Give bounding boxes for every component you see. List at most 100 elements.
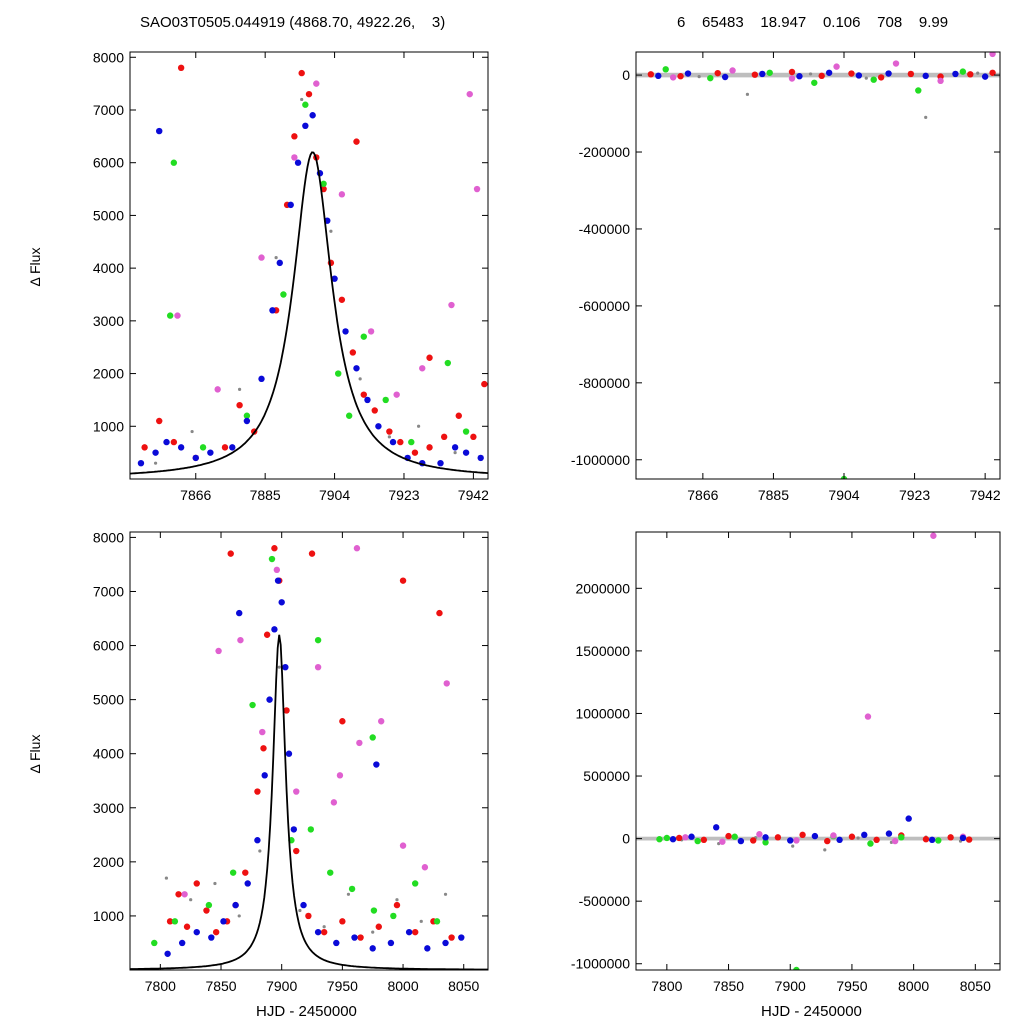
data-point-violet bbox=[930, 532, 937, 539]
data-point-violet bbox=[336, 772, 344, 779]
data-point-red bbox=[349, 349, 357, 356]
data-point-green bbox=[663, 834, 671, 842]
data-point-blue bbox=[811, 832, 819, 840]
data-point-gray bbox=[153, 461, 158, 465]
y-tick-label: -500000 bbox=[579, 893, 631, 909]
data-point-green bbox=[656, 836, 663, 843]
data-point-blue bbox=[276, 259, 283, 267]
data-point-blue bbox=[287, 201, 294, 209]
data-point-red bbox=[877, 74, 885, 81]
data-point-green bbox=[307, 826, 315, 833]
data-point-red bbox=[399, 577, 407, 584]
data-point-blue bbox=[207, 449, 214, 456]
data-point-gray bbox=[274, 255, 278, 260]
data-point-blue bbox=[300, 901, 307, 909]
data-point-green bbox=[959, 68, 967, 75]
data-point-blue bbox=[861, 831, 868, 839]
x-tick-label: 7900 bbox=[266, 978, 297, 994]
x-tick-label: 7850 bbox=[205, 978, 236, 994]
data-point-blue bbox=[193, 928, 200, 936]
data-point-red bbox=[271, 545, 278, 552]
data-point-green bbox=[462, 428, 470, 435]
data-point-blue bbox=[684, 70, 692, 77]
data-point-red bbox=[426, 444, 433, 451]
data-point-red bbox=[725, 832, 732, 840]
data-point-blue bbox=[229, 444, 236, 451]
data-point-red bbox=[393, 901, 401, 909]
data-point-red bbox=[221, 444, 229, 451]
data-layer bbox=[130, 64, 488, 475]
data-point-red bbox=[455, 412, 462, 419]
data-point-red bbox=[193, 880, 200, 887]
data-point-blue bbox=[269, 307, 276, 314]
data-point-gray bbox=[419, 919, 423, 923]
zero-band bbox=[636, 836, 1000, 841]
data-point-red bbox=[353, 138, 360, 145]
data-point-red bbox=[774, 834, 782, 841]
data-point-blue bbox=[261, 772, 268, 779]
data-point-violet bbox=[399, 842, 407, 849]
data-point-violet bbox=[367, 328, 375, 335]
data-point-violet bbox=[443, 680, 450, 687]
data-point-red bbox=[170, 438, 178, 446]
data-point-gray bbox=[164, 876, 169, 880]
y-tick-label: 1000 bbox=[93, 418, 124, 434]
data-layer bbox=[636, 52, 1000, 479]
data-point-violet bbox=[293, 788, 300, 795]
data-point-red bbox=[481, 380, 488, 388]
data-layer bbox=[636, 532, 1000, 970]
data-point-red bbox=[212, 928, 220, 936]
data-point-violet bbox=[214, 386, 221, 393]
data-point-blue bbox=[905, 815, 912, 822]
data-point-green bbox=[268, 555, 276, 563]
data-point-violet bbox=[448, 301, 455, 309]
data-point-red bbox=[824, 837, 831, 845]
data-point-blue bbox=[959, 834, 967, 842]
data-point-blue bbox=[192, 454, 199, 462]
data-point-green bbox=[762, 839, 769, 846]
data-point-blue bbox=[177, 444, 185, 451]
y-tick-label: 5000 bbox=[93, 207, 124, 223]
data-point-red bbox=[339, 918, 346, 925]
data-point-green bbox=[170, 159, 178, 166]
y-tick-label: 3000 bbox=[93, 800, 124, 816]
data-point-red bbox=[305, 90, 313, 98]
x-tick-label: 7950 bbox=[327, 978, 358, 994]
data-point-blue bbox=[825, 69, 833, 76]
y-tick-label: 4000 bbox=[93, 746, 124, 762]
data-point-gray bbox=[258, 849, 262, 853]
data-point-red bbox=[175, 891, 182, 898]
data-point-violet bbox=[473, 185, 481, 193]
data-point-blue bbox=[451, 444, 459, 451]
x-axis-label-bottom-right: HJD - 2450000 bbox=[761, 1003, 862, 1020]
data-point-violet bbox=[314, 663, 322, 671]
data-point-red bbox=[751, 71, 759, 78]
data-point-green bbox=[369, 734, 376, 741]
data-point-red bbox=[338, 296, 346, 303]
x-tick-label: 7866 bbox=[687, 487, 718, 503]
data-point-gray bbox=[189, 898, 193, 902]
y-tick-label: 2000 bbox=[93, 854, 124, 870]
data-point-violet bbox=[215, 647, 222, 655]
y-tick-label: 2000000 bbox=[575, 580, 630, 596]
data-point-green bbox=[707, 74, 714, 82]
data-point-red bbox=[291, 133, 298, 140]
data-point-red bbox=[386, 428, 393, 435]
x-tick-label: 7942 bbox=[458, 487, 489, 503]
data-point-blue bbox=[156, 127, 163, 135]
y-tick-label: 500000 bbox=[583, 768, 630, 784]
data-point-violet bbox=[421, 864, 429, 871]
data-point-blue bbox=[244, 880, 251, 887]
data-point-red bbox=[260, 745, 267, 752]
data-point-blue bbox=[477, 454, 484, 462]
data-point-red bbox=[293, 847, 300, 855]
x-tick-label: 8050 bbox=[960, 978, 991, 994]
data-point-red bbox=[700, 836, 708, 844]
y-tick-label: 2000 bbox=[93, 366, 124, 382]
data-point-blue bbox=[254, 837, 261, 844]
data-point-gray bbox=[453, 451, 457, 455]
data-point-red bbox=[989, 69, 996, 76]
y-tick-label: 8000 bbox=[93, 529, 124, 545]
plot-frame bbox=[635, 531, 1001, 971]
